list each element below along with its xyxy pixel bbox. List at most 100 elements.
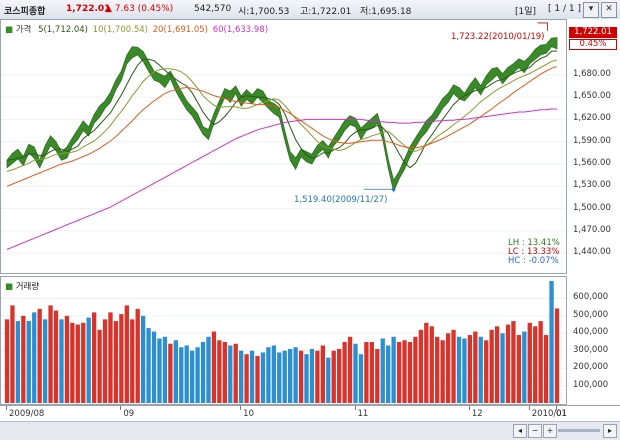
- price-tick-label: 1,500.00: [573, 202, 611, 213]
- price-axis-pct: 0.45%: [569, 38, 617, 50]
- volume-bar: [195, 347, 200, 403]
- volume-bar: [467, 335, 473, 403]
- volume-bar: [184, 345, 189, 403]
- window-controls: ▾ ✕: [583, 2, 617, 18]
- price-chart: [1, 22, 566, 254]
- scroll-left-icon[interactable]: ◂: [513, 424, 527, 438]
- volume-bar: [347, 336, 353, 403]
- volume-bar: [277, 352, 282, 403]
- volume-bar: [527, 322, 532, 403]
- scroll-track[interactable]: [558, 429, 600, 432]
- dropdown-icon[interactable]: ▾: [583, 2, 599, 18]
- volume-bar: [81, 322, 86, 403]
- volume-bar: [396, 342, 402, 403]
- volume-bar: [331, 350, 336, 403]
- volume-bar: [179, 347, 184, 403]
- volume-tick-label: 300,000: [573, 344, 609, 355]
- high-annotation: 1,723.22(2010/01/19): [451, 32, 545, 42]
- legend-volume-marker: ■: [5, 282, 14, 292]
- price-legend: ■ 가격 5(1,712.04) 10(1,700.54) 20(1,691.0…: [5, 23, 268, 35]
- volume-bar: [168, 343, 173, 403]
- bottom-toolbar: ◂ − + ▸: [0, 421, 620, 440]
- legend-price-marker: ■: [5, 25, 14, 35]
- scroll-right-icon[interactable]: ▸: [603, 424, 617, 438]
- volume-bar: [211, 331, 217, 403]
- volume-bar: [200, 342, 206, 403]
- volume-bar: [86, 317, 91, 403]
- volume-bar: [64, 315, 70, 403]
- volume-bar: [157, 338, 162, 403]
- volume-bar: [21, 315, 26, 403]
- volume-bar: [130, 319, 135, 403]
- volume-bar: [326, 357, 331, 403]
- price-axis: 1,722.01 0.45% 1,680.00 1,650.00 1,620.00 1,5…: [567, 19, 620, 274]
- volume-bar: [239, 350, 244, 403]
- volume-bar: [516, 335, 522, 403]
- price-band: [6, 37, 558, 193]
- legend-ma20: 20(1,691.05): [152, 25, 209, 35]
- price-tick-label: 1,560.00: [573, 158, 611, 168]
- date-tick-label: 2009/08: [9, 409, 45, 419]
- price-tick-label: 1,440.00: [573, 247, 611, 258]
- date-tick-mark: [556, 406, 557, 410]
- date-tick-label: 11: [357, 409, 369, 419]
- zoom-out-icon[interactable]: −: [528, 424, 542, 438]
- volume-bar: [418, 329, 424, 403]
- volume-bar: [511, 321, 516, 403]
- volume-bar: [113, 321, 119, 403]
- volume-bar: [402, 340, 407, 403]
- legend-ma5: 5(1,712.04): [38, 25, 88, 35]
- volume-bar: [478, 336, 483, 403]
- lh-label: LH : 13.41%: [508, 238, 560, 248]
- date-tick-mark: [354, 406, 356, 410]
- volume-bar: [298, 350, 304, 403]
- volume-bar: [554, 308, 560, 403]
- volume-bar: [228, 345, 233, 403]
- close-icon[interactable]: ✕: [601, 2, 617, 18]
- volume-bar: [75, 324, 80, 403]
- zoom-in-icon[interactable]: +: [543, 424, 557, 438]
- price-tick-label: 1,470.00: [573, 224, 611, 235]
- volume-bar: [380, 338, 385, 403]
- volume-bar: [15, 321, 21, 403]
- ma20-line: [6, 66, 558, 187]
- volume-bar: [473, 331, 478, 403]
- volume-bar: [533, 326, 538, 403]
- volume-bar: [293, 347, 298, 403]
- volume-bar: [424, 322, 429, 403]
- volume-tick-label: 400,000: [573, 327, 609, 338]
- volume-bar: [233, 343, 238, 403]
- period-indicator[interactable]: [1일]: [515, 7, 537, 17]
- volume-bar: [494, 326, 500, 403]
- volume-bar: [59, 319, 64, 403]
- date-axis: 2009/08 09 10 11 12 2010/01 01: [0, 405, 620, 422]
- volume-bar: [53, 310, 59, 403]
- volume-bar: [505, 324, 511, 403]
- date-tick-mark: [528, 406, 530, 410]
- price-tick-label: 1,620.00: [573, 113, 611, 124]
- volume-bar: [462, 338, 467, 403]
- volume-bar: [445, 333, 451, 403]
- volume-bar: [304, 354, 309, 403]
- high-marker-line: [537, 22, 548, 31]
- volume-value: 542,570: [194, 4, 232, 14]
- volume-bar: [369, 342, 375, 403]
- volume-bar: [140, 315, 146, 403]
- volume-bar: [364, 342, 369, 403]
- volume-bar: [10, 305, 15, 403]
- volume-bar: [4, 319, 10, 403]
- high-price: 고:1,722.01: [300, 7, 352, 17]
- volume-tick-label: 200,000: [573, 362, 609, 373]
- price-tick-label: 1,530.00: [573, 180, 611, 191]
- volume-bar: [522, 331, 527, 403]
- volume-bar: [353, 343, 358, 403]
- page-indicator[interactable]: [ 1 / 1 ]: [548, 4, 581, 14]
- volume-bar: [135, 308, 140, 403]
- volume-bar: [70, 322, 75, 403]
- volume-legend: ■ 거래량: [5, 280, 39, 292]
- volume-bar: [282, 350, 287, 403]
- volume-chart: [1, 281, 566, 403]
- volume-bar: [375, 348, 380, 403]
- volume-bar: [48, 305, 53, 403]
